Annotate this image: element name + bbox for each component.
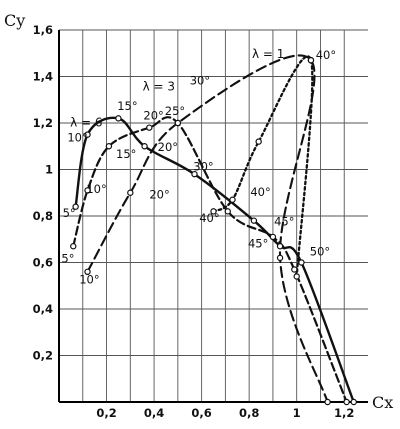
data-point xyxy=(141,143,148,150)
x-tick-label: 0,4 xyxy=(144,406,164,420)
series-label-lambda-6: λ = 6 xyxy=(70,115,102,129)
data-point xyxy=(84,131,91,138)
tick-labels: 0,2 0,4 0,6 0,8 1 1,2 0,2 0,4 0,6 0,8 1 1,2 1,4 1,6 xyxy=(33,23,355,420)
y-tick-label: 0,8 xyxy=(33,209,53,223)
annotations: λ = 6λ = 3λ = 15°10°15°5°10°15°20° 25°20°… xyxy=(61,47,336,287)
axes xyxy=(58,30,368,403)
x-axis-title: Cx xyxy=(372,393,393,412)
data-point xyxy=(324,398,331,406)
data-point xyxy=(269,233,277,241)
data-point xyxy=(70,243,77,250)
data-point xyxy=(115,115,122,122)
y-tick-label: 1,6 xyxy=(33,23,53,37)
angle-label: 5° xyxy=(61,252,74,266)
data-point xyxy=(210,208,217,215)
data-point xyxy=(105,143,113,150)
x-tick-label: 1 xyxy=(293,406,301,420)
series-lines xyxy=(72,54,355,404)
y-tick-label: 1,4 xyxy=(33,70,53,84)
data-point xyxy=(343,398,350,406)
angle-label: 20° xyxy=(158,140,178,154)
x-tick-label: 0,8 xyxy=(239,406,259,420)
angle-label: 50° xyxy=(310,245,330,259)
data-point xyxy=(229,196,236,203)
angle-label: 45° xyxy=(274,214,294,228)
angle-label: 15° xyxy=(116,147,136,161)
angle-label: 10° xyxy=(86,182,106,196)
data-point xyxy=(72,203,79,210)
data-point xyxy=(307,57,315,64)
x-tick-label: 0,2 xyxy=(96,406,116,420)
data-point xyxy=(350,398,357,406)
y-tick-label: 1 xyxy=(45,163,53,177)
angle-label: 15° xyxy=(117,99,137,113)
series-label-lambda-1: λ = 1 xyxy=(252,47,284,61)
x-tick-label: 1,2 xyxy=(334,406,354,420)
y-tick-label: 0,4 xyxy=(33,302,53,316)
angle-label: 45° xyxy=(248,236,268,250)
angle-label: 20° xyxy=(149,188,169,202)
data-point xyxy=(293,273,300,280)
angle-label: 10° xyxy=(79,272,99,286)
series-label-lambda-3: λ = 3 xyxy=(143,79,175,93)
y-tick-label: 0,2 xyxy=(33,349,53,363)
angle-label: 5° xyxy=(63,206,76,220)
data-point xyxy=(276,254,284,262)
angle-label: 40° xyxy=(199,211,219,225)
data-point xyxy=(191,170,198,178)
grid xyxy=(59,29,368,402)
angle-label: 40° xyxy=(316,48,336,62)
y-axis-title: Cy xyxy=(4,11,25,30)
y-tick-label: 1,2 xyxy=(33,116,53,130)
data-point xyxy=(174,119,182,127)
data-point xyxy=(127,189,134,196)
angle-label: 10° xyxy=(67,131,87,145)
angle-label: 20° xyxy=(143,109,163,123)
data-point xyxy=(276,243,284,250)
angle-label: 25° xyxy=(165,104,185,118)
series-markers xyxy=(70,57,357,406)
data-point xyxy=(255,138,262,145)
angle-label: 30° xyxy=(193,160,213,174)
data-point xyxy=(84,268,91,275)
x-tick-label: 0,6 xyxy=(191,406,211,420)
y-tick-label: 0,6 xyxy=(33,256,53,270)
data-point xyxy=(146,124,153,131)
data-point xyxy=(224,208,231,215)
angle-label: 40° xyxy=(250,185,270,199)
data-point xyxy=(298,259,305,266)
angle-label: 30° xyxy=(190,74,210,88)
data-point xyxy=(250,217,258,224)
data-point xyxy=(84,187,91,194)
data-point xyxy=(291,266,298,273)
